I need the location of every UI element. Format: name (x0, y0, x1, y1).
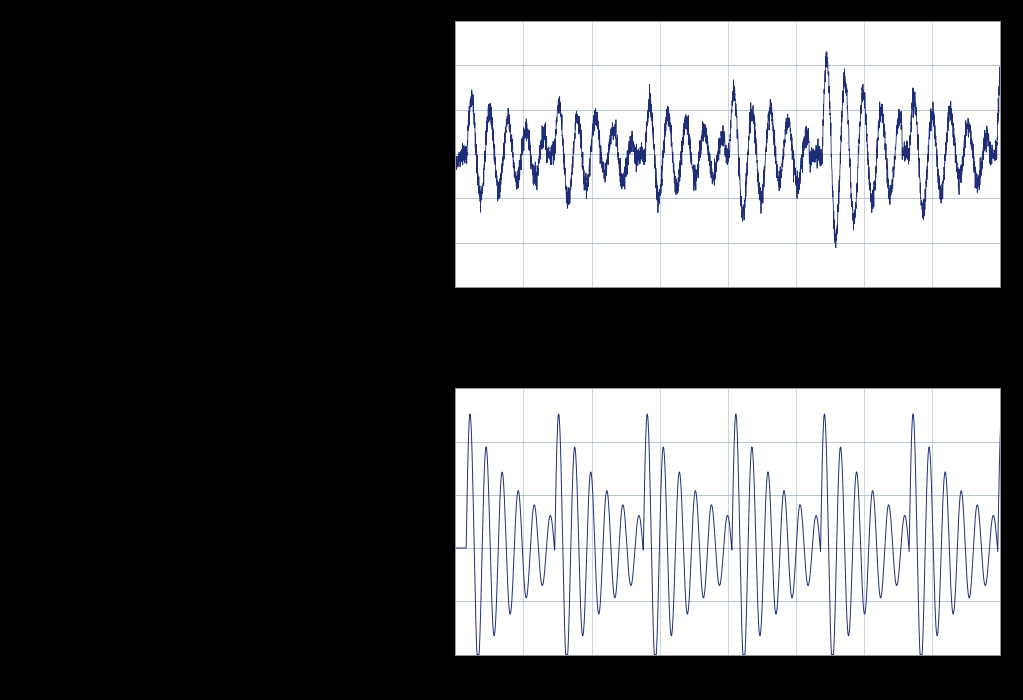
X-axis label: Time (s): Time (s) (699, 309, 757, 323)
Y-axis label: Velocity (mm/s): Velocity (mm/s) (401, 105, 414, 203)
X-axis label: Time (s): Time (s) (699, 677, 757, 690)
Y-axis label: Velocity (mm/s): Velocity (mm/s) (401, 473, 414, 570)
